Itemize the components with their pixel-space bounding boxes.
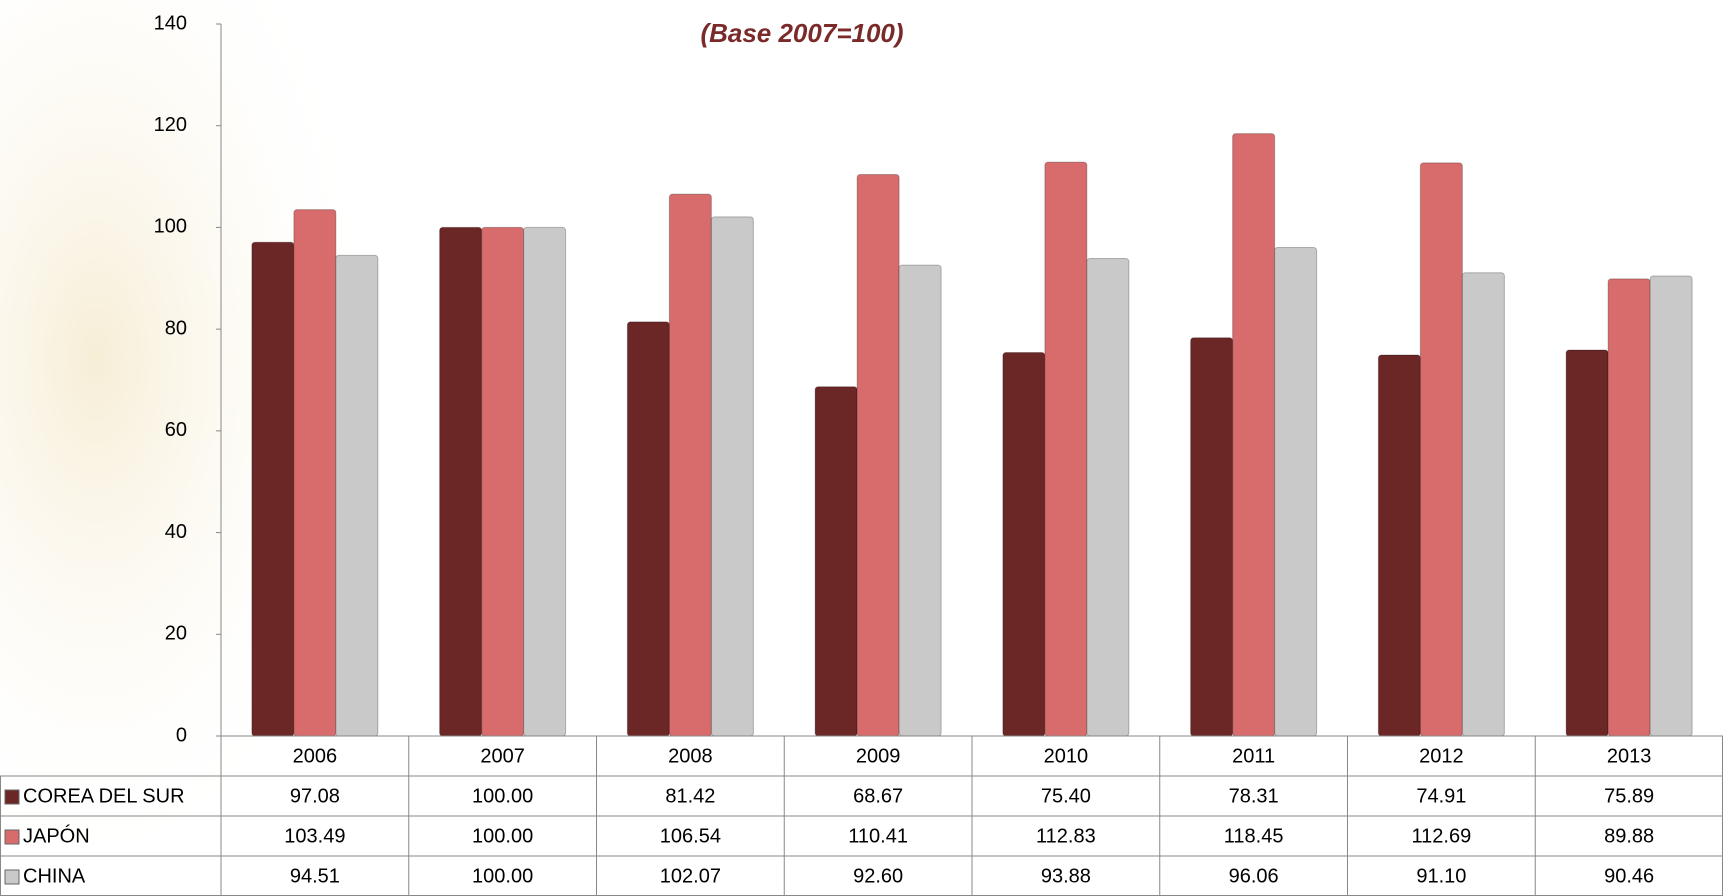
x-tick-label: 2012 bbox=[1419, 745, 1464, 767]
table-value: 93.88 bbox=[1041, 865, 1091, 887]
legend-label: JAPÓN bbox=[23, 824, 90, 847]
table-value: 78.31 bbox=[1229, 785, 1279, 807]
table-value: 75.89 bbox=[1604, 785, 1654, 807]
bar bbox=[1232, 133, 1276, 737]
table-value: 96.06 bbox=[1229, 865, 1279, 887]
bar bbox=[668, 193, 712, 737]
bar bbox=[856, 173, 900, 737]
bar bbox=[1086, 258, 1130, 737]
table-value: 94.51 bbox=[290, 865, 340, 887]
bar bbox=[814, 386, 858, 737]
table-value: 110.41 bbox=[848, 825, 908, 847]
bar bbox=[251, 241, 295, 737]
bar bbox=[1419, 162, 1463, 737]
bar bbox=[1002, 352, 1046, 737]
table-value: 90.46 bbox=[1604, 865, 1654, 887]
x-tick-label: 2008 bbox=[668, 745, 713, 767]
y-tick-label: 0 bbox=[176, 724, 187, 746]
table-value: 112.83 bbox=[1036, 825, 1096, 847]
y-tick-label: 60 bbox=[165, 419, 187, 441]
legend-swatch bbox=[4, 869, 20, 885]
table-value: 75.40 bbox=[1041, 785, 1091, 807]
bar bbox=[710, 216, 754, 737]
y-tick-label: 120 bbox=[154, 114, 187, 136]
bar bbox=[898, 264, 942, 737]
bar bbox=[626, 321, 670, 737]
table-value: 100.00 bbox=[472, 785, 533, 807]
table-value: 106.54 bbox=[660, 825, 721, 847]
table-value: 100.00 bbox=[472, 825, 533, 847]
x-tick-label: 2013 bbox=[1607, 745, 1652, 767]
bar bbox=[1190, 337, 1234, 737]
x-tick-label: 2010 bbox=[1044, 745, 1089, 767]
x-tick-label: 2009 bbox=[856, 745, 901, 767]
bar bbox=[1377, 354, 1421, 737]
table-value: 102.07 bbox=[660, 865, 721, 887]
bar bbox=[1274, 246, 1318, 737]
table-value: 68.67 bbox=[853, 785, 903, 807]
background-decoration bbox=[0, 0, 480, 896]
bar bbox=[1044, 161, 1088, 737]
legend-label: COREA DEL SUR bbox=[23, 785, 185, 807]
table-value: 97.08 bbox=[290, 785, 340, 807]
bar bbox=[1649, 275, 1693, 737]
y-tick-label: 140 bbox=[154, 12, 187, 34]
y-tick-label: 40 bbox=[165, 521, 187, 543]
bar bbox=[335, 254, 379, 737]
x-tick-label: 2006 bbox=[293, 745, 338, 767]
y-tick-label: 80 bbox=[165, 317, 187, 339]
legend-swatch bbox=[4, 789, 20, 805]
table-value: 91.10 bbox=[1416, 865, 1466, 887]
bar bbox=[293, 209, 337, 737]
bar bbox=[481, 226, 525, 737]
legend-label: CHINA bbox=[23, 865, 86, 887]
bar bbox=[1461, 272, 1505, 737]
table-value: 112.69 bbox=[1412, 825, 1472, 847]
table-value: 74.91 bbox=[1416, 785, 1466, 807]
chart-subtitle: (Base 2007=100) bbox=[700, 18, 903, 48]
x-tick-label: 2007 bbox=[480, 745, 525, 767]
bar bbox=[523, 226, 567, 737]
table-value: 118.45 bbox=[1224, 825, 1284, 847]
x-tick-label: 2011 bbox=[1232, 745, 1275, 767]
table-value: 81.42 bbox=[665, 785, 715, 807]
legend-swatch bbox=[4, 829, 20, 845]
table-value: 92.60 bbox=[853, 865, 903, 887]
y-tick-label: 100 bbox=[154, 216, 187, 238]
table-value: 89.88 bbox=[1604, 825, 1654, 847]
y-tick-label: 20 bbox=[165, 623, 187, 645]
bar bbox=[1565, 349, 1609, 737]
bar bbox=[1607, 278, 1651, 737]
bar bbox=[439, 226, 483, 737]
table-value: 103.49 bbox=[284, 825, 345, 847]
table-value: 100.00 bbox=[472, 865, 533, 887]
